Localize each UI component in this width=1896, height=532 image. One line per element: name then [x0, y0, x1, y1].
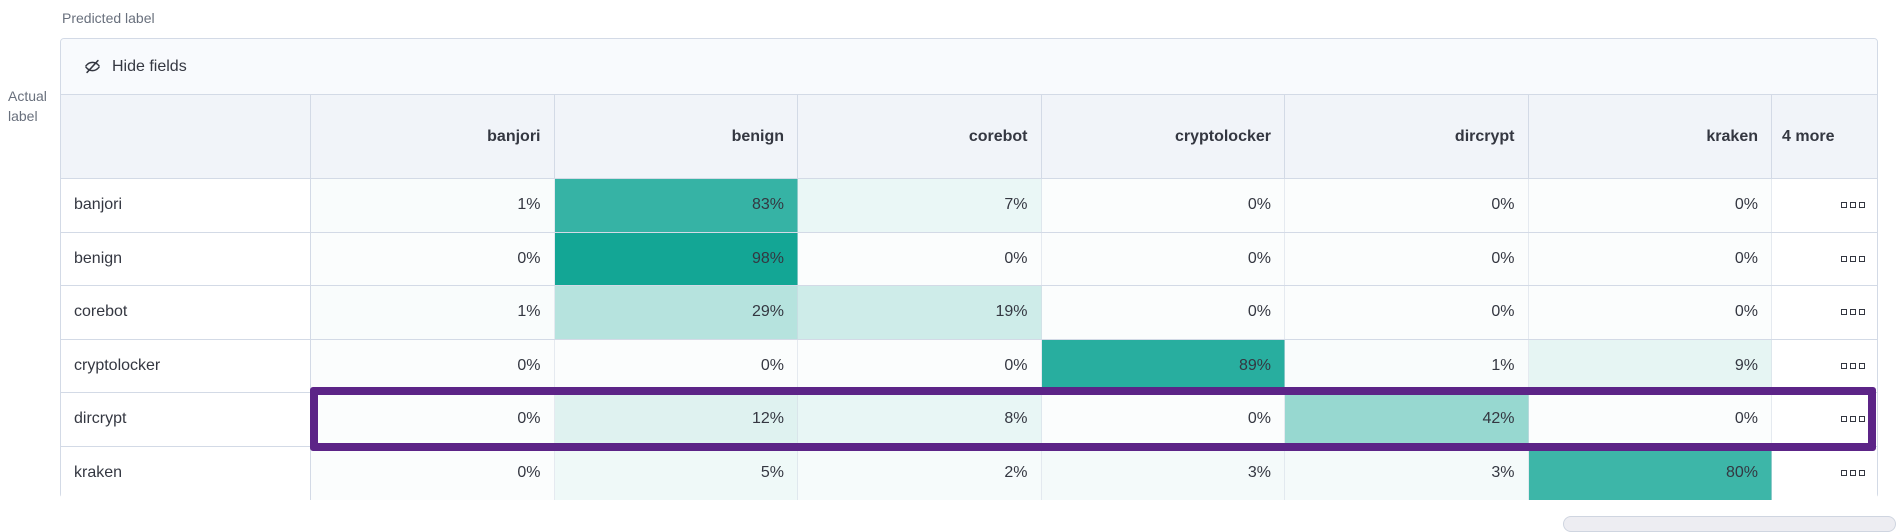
column-header-benign[interactable]: benign — [555, 95, 798, 178]
matrix-cell-benign-benign[interactable]: 98% — [554, 232, 798, 285]
table-row-corebot: corebot 1% 29% 19% 0% 0% 0% — [61, 286, 1877, 340]
row-label: dircrypt — [61, 393, 311, 446]
boxes-horizontal-icon — [1841, 202, 1865, 209]
matrix-cell-corebot-corebot[interactable]: 19% — [798, 286, 1042, 339]
matrix-cell-banjori-cryptolocker[interactable]: 0% — [1041, 179, 1285, 232]
matrix-cell-kraken-benign[interactable]: 5% — [554, 446, 798, 500]
matrix-cell-benign-dircrypt[interactable]: 0% — [1285, 232, 1529, 285]
table-row-cryptolocker: cryptolocker 0% 0% 0% 89% 1% 9% — [61, 339, 1877, 393]
matrix-cell-benign-cryptolocker[interactable]: 0% — [1041, 232, 1285, 285]
matrix-cell-corebot-benign[interactable]: 29% — [554, 286, 798, 339]
column-header-banjori[interactable]: banjori — [311, 95, 555, 178]
matrix-cell-benign-banjori[interactable]: 0% — [311, 232, 555, 285]
row-label: benign — [61, 232, 311, 285]
boxes-horizontal-icon — [1841, 416, 1865, 423]
table-row-dircrypt: dircrypt 0% 12% 8% 0% 42% 0% — [61, 393, 1877, 447]
row-actions-button[interactable] — [1772, 232, 1877, 285]
boxes-horizontal-icon — [1841, 255, 1865, 262]
row-actions-button[interactable] — [1772, 393, 1877, 446]
row-actions-button[interactable] — [1772, 286, 1877, 339]
matrix-cell-cryptolocker-dircrypt[interactable]: 1% — [1285, 339, 1529, 392]
boxes-horizontal-icon — [1841, 309, 1865, 316]
matrix-cell-kraken-banjori[interactable]: 0% — [311, 446, 555, 500]
row-label: cryptolocker — [61, 339, 311, 392]
matrix-cell-cryptolocker-benign[interactable]: 0% — [554, 339, 798, 392]
matrix-cell-kraken-dircrypt[interactable]: 3% — [1285, 446, 1529, 500]
more-columns-header[interactable]: 4 more — [1782, 127, 1835, 145]
matrix-rows: banjori 1% 83% 7% 0% 0% 0% benign 0% 98% 0% 0% 0% 0% c… — [61, 179, 1877, 500]
hide-fields-button[interactable]: Hide fields — [77, 53, 193, 80]
column-header-dircrypt[interactable]: dircrypt — [1285, 95, 1529, 178]
matrix-cell-banjori-kraken[interactable]: 0% — [1528, 179, 1772, 232]
matrix-cell-benign-corebot[interactable]: 0% — [798, 232, 1042, 285]
matrix-cell-corebot-banjori[interactable]: 1% — [311, 286, 555, 339]
matrix-cell-corebot-kraken[interactable]: 0% — [1528, 286, 1772, 339]
boxes-horizontal-icon — [1841, 470, 1865, 477]
header-row: banjori benign corebot cryptolocker dircrypt… — [61, 95, 1877, 179]
matrix-cell-kraken-corebot[interactable]: 2% — [798, 446, 1042, 500]
matrix-cell-dircrypt-banjori[interactable]: 0% — [311, 393, 555, 446]
matrix-cell-dircrypt-cryptolocker[interactable]: 0% — [1041, 393, 1285, 446]
row-label: kraken — [61, 446, 311, 500]
eye-closed-icon — [83, 57, 102, 76]
matrix-cell-corebot-dircrypt[interactable]: 0% — [1285, 286, 1529, 339]
row-actions-button[interactable] — [1772, 446, 1877, 500]
table-row-kraken: kraken 0% 5% 2% 3% 3% 80% — [61, 446, 1877, 500]
table-row-benign: benign 0% 98% 0% 0% 0% 0% — [61, 232, 1877, 286]
matrix-cell-banjori-corebot[interactable]: 7% — [798, 179, 1042, 232]
matrix-cell-kraken-kraken[interactable]: 80% — [1528, 446, 1772, 500]
actual-axis-label: Actual label — [8, 88, 47, 124]
matrix-cell-banjori-benign[interactable]: 83% — [554, 179, 798, 232]
matrix-cell-banjori-banjori[interactable]: 1% — [311, 179, 555, 232]
matrix-cell-cryptolocker-banjori[interactable]: 0% — [311, 339, 555, 392]
matrix-cell-dircrypt-corebot[interactable]: 8% — [798, 393, 1042, 446]
predicted-axis-label: Predicted label — [62, 10, 155, 26]
matrix-cell-dircrypt-dircrypt[interactable]: 42% — [1285, 393, 1529, 446]
matrix-cell-benign-kraken[interactable]: 0% — [1528, 232, 1772, 285]
matrix-cell-dircrypt-kraken[interactable]: 0% — [1528, 393, 1772, 446]
matrix-cell-cryptolocker-corebot[interactable]: 0% — [798, 339, 1042, 392]
horizontal-scrollbar-thumb[interactable] — [1563, 516, 1896, 532]
matrix-cell-cryptolocker-cryptolocker[interactable]: 89% — [1041, 339, 1285, 392]
column-header-cryptolocker[interactable]: cryptolocker — [1042, 95, 1285, 178]
confusion-matrix-grid: Hide fields banjori benign corebot cryptolo… — [60, 38, 1878, 500]
corner-header-cell — [61, 95, 311, 178]
hide-fields-label: Hide fields — [112, 57, 187, 75]
matrix-cell-cryptolocker-kraken[interactable]: 9% — [1528, 339, 1772, 392]
column-header-corebot[interactable]: corebot — [798, 95, 1042, 178]
matrix-cell-banjori-dircrypt[interactable]: 0% — [1285, 179, 1529, 232]
matrix-cell-corebot-cryptolocker[interactable]: 0% — [1041, 286, 1285, 339]
grid-toolbar: Hide fields — [61, 39, 1877, 95]
row-actions-button[interactable] — [1772, 179, 1877, 232]
row-label: corebot — [61, 286, 311, 339]
column-header-kraken[interactable]: kraken — [1529, 95, 1772, 178]
row-actions-button[interactable] — [1772, 339, 1877, 392]
boxes-horizontal-icon — [1841, 362, 1865, 369]
matrix-cell-kraken-cryptolocker[interactable]: 3% — [1041, 446, 1285, 500]
matrix-cell-dircrypt-benign[interactable]: 12% — [554, 393, 798, 446]
table-row-banjori: banjori 1% 83% 7% 0% 0% 0% — [61, 179, 1877, 233]
row-label: banjori — [61, 179, 311, 232]
